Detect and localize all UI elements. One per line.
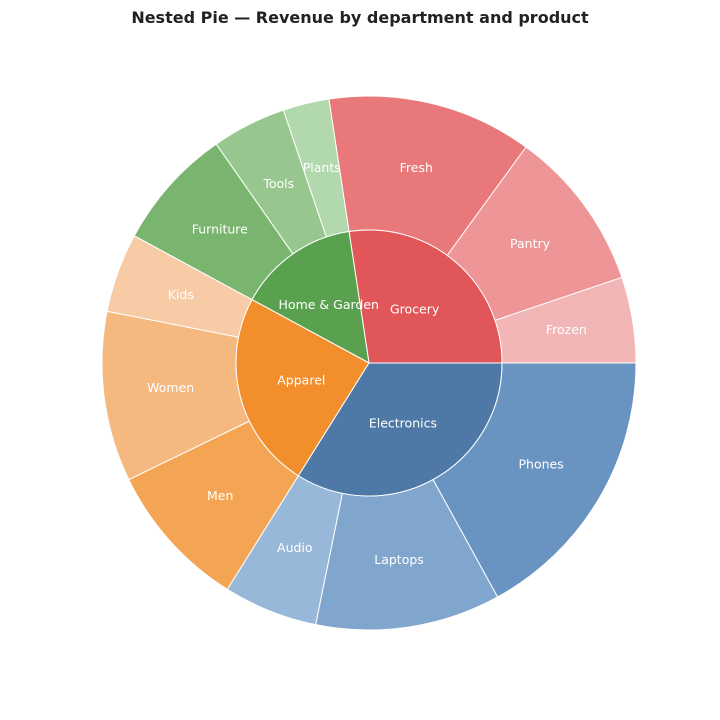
outer-label-tools: Tools xyxy=(262,176,294,191)
inner-label-grocery: Grocery xyxy=(390,301,440,316)
outer-label-fresh: Fresh xyxy=(400,160,433,175)
inner-label-apparel: Apparel xyxy=(277,372,325,387)
inner-wedge-electronics xyxy=(297,362,503,497)
chart-title: Nested Pie — Revenue by department and p… xyxy=(131,8,589,27)
outer-label-frozen: Frozen xyxy=(546,322,587,337)
outer-label-audio: Audio xyxy=(277,540,313,555)
outer-label-furniture: Furniture xyxy=(192,221,248,236)
inner-label-electronics: Electronics xyxy=(369,416,437,431)
outer-label-men: Men xyxy=(207,488,233,503)
inner-wedge-apparel xyxy=(235,298,370,477)
outer-label-laptops: Laptops xyxy=(374,552,424,567)
outer-label-kids: Kids xyxy=(168,287,194,302)
outer-label-phones: Phones xyxy=(519,456,564,471)
outer-label-pantry: Pantry xyxy=(510,236,551,251)
inner-label-home-garden: Home & Garden xyxy=(279,297,379,312)
inner-wedge-home-garden xyxy=(251,230,370,364)
outer-label-plants: Plants xyxy=(303,160,341,175)
outer-label-women: Women xyxy=(147,380,194,395)
inner-wedge-grocery xyxy=(348,229,503,364)
